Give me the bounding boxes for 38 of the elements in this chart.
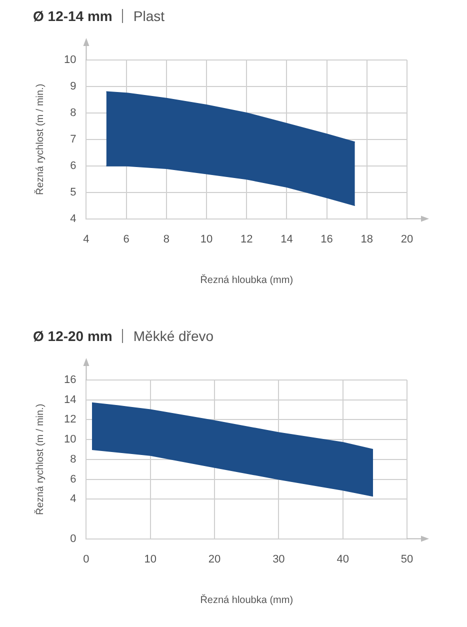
y-tick-label: 5 bbox=[70, 186, 76, 198]
y-tick-label: 8 bbox=[70, 106, 76, 119]
x-axis-title: Řezná hloubka (mm) bbox=[200, 274, 294, 286]
x-tick-label: 16 bbox=[320, 233, 333, 246]
x-tick-label: 4 bbox=[83, 233, 90, 246]
y-tick-label: 8 bbox=[70, 453, 76, 466]
y-tick-label: 6 bbox=[70, 160, 76, 172]
x-axis-title: Řezná hloubka (mm) bbox=[200, 594, 294, 606]
x-tick-label: 40 bbox=[336, 553, 349, 566]
x-tick-label: 20 bbox=[400, 233, 414, 246]
y-tick-label: 0 bbox=[70, 532, 76, 545]
y-tick-label: 7 bbox=[70, 133, 76, 146]
y-tick-label: 16 bbox=[64, 374, 76, 386]
y-axis-title: Řezná rychlost (m / min.) bbox=[34, 404, 46, 515]
x-tick-label: 18 bbox=[360, 233, 374, 246]
x-tick-label: 14 bbox=[280, 233, 293, 246]
x-tick-label: 20 bbox=[208, 553, 221, 566]
x-tick-label: 8 bbox=[163, 233, 170, 246]
y-tick-label: 10 bbox=[64, 434, 76, 446]
chart-title: Ø 12-14 mm bbox=[33, 8, 112, 24]
x-tick-label: 10 bbox=[144, 553, 157, 566]
y-tick-label: 6 bbox=[70, 473, 76, 486]
y-tick-label: 10 bbox=[64, 54, 76, 66]
y-tick-label: 9 bbox=[70, 80, 76, 92]
chart-subtitle: Plast bbox=[133, 8, 164, 24]
x-tick-label: 0 bbox=[83, 553, 90, 566]
x-tick-label: 30 bbox=[272, 553, 285, 566]
y-tick-label: 12 bbox=[64, 414, 76, 426]
y-axis-title: Řezná rychlost (m / min.) bbox=[34, 84, 46, 195]
y-tick-label: 4 bbox=[70, 212, 76, 225]
y-tick-label: 4 bbox=[70, 493, 76, 506]
x-tick-label: 50 bbox=[400, 553, 414, 566]
x-tick-label: 12 bbox=[240, 233, 253, 246]
y-tick-label: 14 bbox=[64, 394, 76, 406]
x-tick-label: 6 bbox=[123, 233, 130, 246]
chart-subtitle: Měkké dřevo bbox=[133, 328, 214, 344]
x-tick-label: 10 bbox=[200, 233, 213, 246]
chart-title: Ø 12-20 mm bbox=[33, 328, 112, 344]
